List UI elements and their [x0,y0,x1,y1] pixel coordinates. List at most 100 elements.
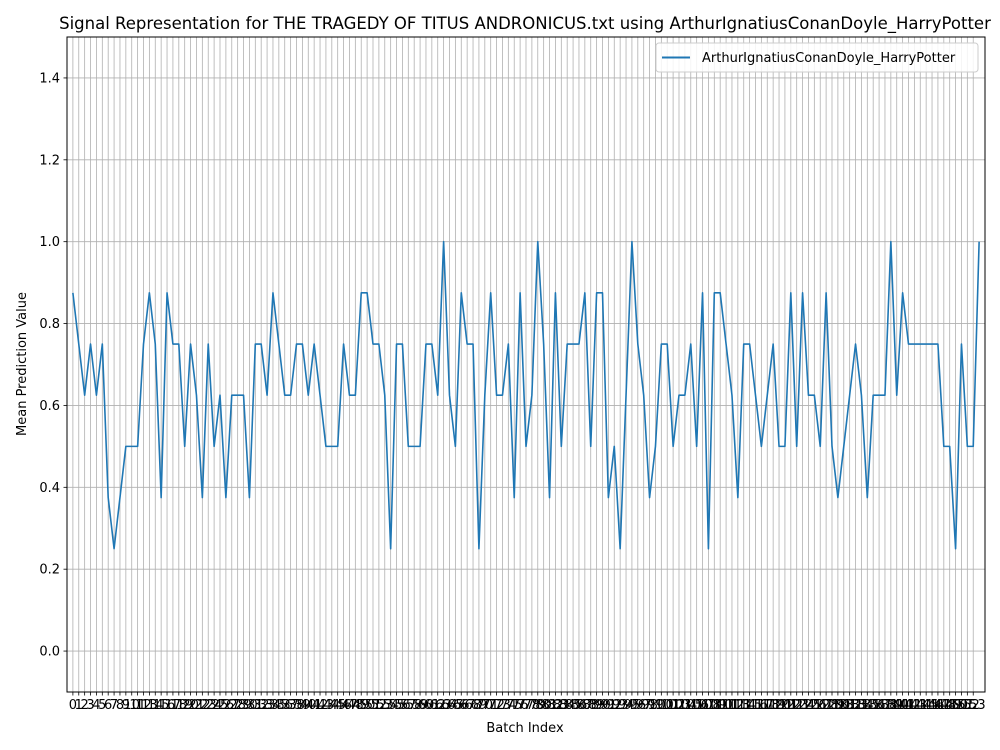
x-tick-label: 14 [147,698,164,713]
x-tick-label: 112 [720,698,745,713]
x-tick-label: 72 [488,698,505,713]
x-tick-label: 143 [902,698,927,713]
x-tick-label: 3 [86,698,94,713]
x-tick-label: 116 [743,698,768,713]
x-tick-label: 137 [867,698,892,713]
x-tick-label: 113 [725,698,750,713]
x-tick-label: 95 [624,698,641,713]
x-tick-label: 136 [861,698,886,713]
x-tick-label: 102 [661,698,686,713]
chart-title: Signal Representation for THE TRAGEDY OF… [59,14,991,34]
x-tick-label: 49 [353,698,370,713]
x-tick-label: 146 [920,698,945,713]
x-tick-label: 22 [194,698,211,713]
y-axis-label: Mean Prediction Value [15,292,30,436]
x-tick-label: 150 [943,698,968,713]
x-tick-label: 101 [655,698,680,713]
x-tick-label: 149 [937,698,962,713]
x-tick-label: 46 [335,698,352,713]
x-tick-label: 128 [814,698,839,713]
x-tick-label: 139 [878,698,903,713]
x-tick-label: 123 [784,698,809,713]
x-tick-label: 70 [477,698,494,713]
series-layer [72,240,980,550]
x-tick-label: 4 [92,698,100,713]
x-tick-label: 44 [324,698,341,713]
x-tick-label: 18 [171,698,188,713]
x-tick-label: 125 [796,698,821,713]
x-tick-label: 76 [512,698,529,713]
x-tick-label: 103 [667,698,692,713]
y-tick-label: 0.8 [39,317,60,332]
x-tick-label: 47 [341,698,358,713]
plot-area-frame [66,36,986,693]
x-tick-label: 138 [873,698,898,713]
x-tick-label: 54 [382,698,399,713]
x-tick-label: 88 [582,698,599,713]
y-tick-label: 0.6 [39,399,60,414]
x-tick-label: 152 [955,698,980,713]
x-tick-label: 86 [571,698,588,713]
x-tick-label: 63 [435,698,452,713]
x-tick-label: 124 [790,698,815,713]
x-tick-label: 35 [271,698,288,713]
x-tick-label: 52 [371,698,388,713]
x-tick-label: 21 [188,698,205,713]
x-tick-label: 61 [424,698,441,713]
x-tick-label: 56 [394,698,411,713]
y-tick-label: 0.0 [39,645,60,660]
x-tick-label: 57 [400,698,417,713]
x-tick-label: 38 [288,698,305,713]
x-tick-label: 94 [618,698,635,713]
legend-label: ArthurIgnatiusConanDoyle_HarryPotter [702,51,956,66]
x-tick-label: 25 [212,698,229,713]
series-line [72,240,980,550]
x-tick-label: 48 [347,698,364,713]
x-tick-label: 16 [159,698,176,713]
x-tick-label: 20 [182,698,199,713]
x-tick-label: 60 [418,698,435,713]
x-tick-label: 29 [235,698,252,713]
x-tick-label: 148 [931,698,956,713]
x-tick-label: 15 [153,698,170,713]
x-tick-label: 104 [672,698,697,713]
x-tick-label: 79 [529,698,546,713]
x-tick-label: 83 [553,698,570,713]
x-tick-label: 66 [453,698,470,713]
x-tick-label: 147 [926,698,951,713]
x-tick-label: 53 [376,698,393,713]
x-tick-label: 115 [737,698,762,713]
x-tick-label: 142 [896,698,921,713]
x-tick-label: 11 [129,698,146,713]
x-tick-label: 34 [265,698,282,713]
legend-box [655,42,979,73]
x-tick-label: 121 [773,698,798,713]
x-tick-label: 89 [588,698,605,713]
x-tick-label: 32 [253,698,270,713]
x-tick-label: 58 [406,698,423,713]
x-tick-label: 135 [855,698,880,713]
y-axis-ticks: 0.0 0.2 0.4 0.6 0.8 1.0 1.2 1.4 [39,71,67,660]
x-tick-label: 97 [635,698,652,713]
x-tick-label: 62 [429,698,446,713]
x-tick-label: 111 [714,698,739,713]
x-tick-label: 140 [884,698,909,713]
x-tick-label: 80 [535,698,552,713]
x-tick-label: 141 [890,698,915,713]
x-tick-label: 130 [825,698,850,713]
x-tick-label: 96 [630,698,647,713]
x-tick-label: 106 [684,698,709,713]
x-tick-label: 85 [565,698,582,713]
x-tick-label: 114 [731,698,756,713]
x-tick-label: 23 [200,698,217,713]
x-tick-label: 131 [831,698,856,713]
x-tick-label: 43 [318,698,335,713]
x-tick-label: 133 [843,698,868,713]
x-tick-label: 55 [388,698,405,713]
x-tick-label: 28 [229,698,246,713]
x-tick-label: 108 [696,698,721,713]
x-tick-label: 42 [312,698,329,713]
x-tick-label: 81 [541,698,558,713]
x-tick-label: 7 [110,698,118,713]
